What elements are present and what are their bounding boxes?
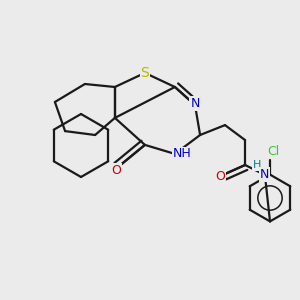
Text: O: O [215, 170, 225, 183]
Text: S: S [140, 66, 149, 80]
Text: NH: NH [173, 147, 192, 161]
Text: N: N [260, 168, 270, 181]
Text: H: H [253, 160, 262, 170]
Text: Cl: Cl [268, 145, 280, 158]
Text: N: N [190, 97, 200, 110]
Text: O: O [112, 164, 121, 177]
